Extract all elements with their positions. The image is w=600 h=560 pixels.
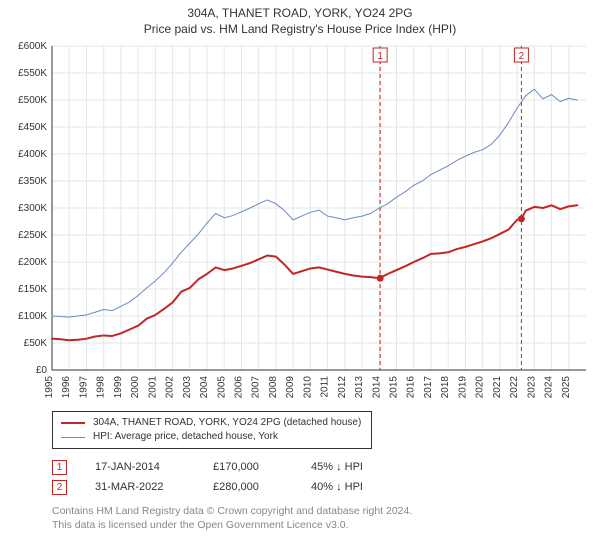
marker-badge-2: 2 [52, 480, 67, 495]
svg-text:£100K: £100K [18, 311, 47, 322]
svg-text:2004: 2004 [199, 376, 210, 399]
svg-text:2017: 2017 [423, 376, 434, 399]
marker-date-1: 17-JAN-2014 [95, 461, 185, 473]
svg-text:2019: 2019 [457, 376, 468, 399]
svg-text:2008: 2008 [268, 376, 279, 399]
svg-text:2: 2 [519, 51, 525, 62]
svg-text:2015: 2015 [389, 376, 400, 399]
marker-pct-2: 40% ↓ HPI [311, 481, 421, 493]
svg-text:£400K: £400K [18, 149, 47, 160]
legend-row-hpi: HPI: Average price, detached house, York [61, 430, 363, 444]
svg-text:2018: 2018 [440, 376, 451, 399]
svg-text:2024: 2024 [544, 376, 555, 399]
svg-text:1999: 1999 [113, 376, 124, 399]
svg-text:1997: 1997 [78, 376, 89, 399]
svg-text:2021: 2021 [492, 376, 503, 399]
svg-text:1995: 1995 [44, 376, 55, 399]
svg-text:2003: 2003 [182, 376, 193, 399]
svg-text:2022: 2022 [509, 376, 520, 399]
svg-text:1996: 1996 [61, 376, 72, 399]
svg-text:£150K: £150K [18, 284, 47, 295]
legend-label-hpi: HPI: Average price, detached house, York [93, 430, 278, 444]
svg-text:2005: 2005 [216, 376, 227, 399]
svg-text:£0: £0 [36, 365, 48, 376]
legend-box: 304A, THANET ROAD, YORK, YO24 2PG (detac… [52, 411, 372, 449]
title-line-2: Price paid vs. HM Land Registry's House … [10, 22, 590, 36]
legend-label-property: 304A, THANET ROAD, YORK, YO24 2PG (detac… [93, 416, 361, 430]
svg-text:£300K: £300K [18, 203, 47, 214]
svg-text:2011: 2011 [320, 376, 331, 398]
svg-text:2000: 2000 [130, 376, 141, 399]
svg-text:2025: 2025 [561, 376, 572, 399]
svg-text:2009: 2009 [285, 376, 296, 399]
marker-price-2: £280,000 [213, 481, 283, 493]
svg-text:£600K: £600K [18, 42, 47, 52]
marker-pct-1: 45% ↓ HPI [311, 461, 421, 473]
legend-swatch-hpi [61, 437, 85, 438]
svg-text:2023: 2023 [526, 376, 537, 399]
chart-titles: 304A, THANET ROAD, YORK, YO24 2PG Price … [0, 0, 600, 38]
markers-table: 1 17-JAN-2014 £170,000 45% ↓ HPI 2 31-MA… [52, 457, 482, 497]
svg-text:2020: 2020 [475, 376, 486, 399]
page-root: 304A, THANET ROAD, YORK, YO24 2PG Price … [0, 0, 600, 560]
svg-text:£200K: £200K [18, 257, 47, 268]
footnote-line-1: Contains HM Land Registry data © Crown c… [52, 504, 572, 518]
marker-row-2: 2 31-MAR-2022 £280,000 40% ↓ HPI [52, 477, 482, 497]
footnote: Contains HM Land Registry data © Crown c… [52, 504, 572, 532]
svg-text:2001: 2001 [147, 376, 158, 399]
svg-text:£500K: £500K [18, 95, 47, 106]
svg-text:2002: 2002 [165, 376, 176, 399]
svg-text:£450K: £450K [18, 122, 47, 133]
marker-badge-1: 1 [52, 460, 67, 475]
svg-text:2016: 2016 [406, 376, 417, 399]
svg-text:2014: 2014 [371, 376, 382, 399]
marker-date-2: 31-MAR-2022 [95, 481, 185, 493]
svg-text:£250K: £250K [18, 230, 47, 241]
svg-text:£550K: £550K [18, 68, 47, 79]
svg-text:2007: 2007 [251, 376, 262, 399]
svg-text:£50K: £50K [24, 338, 48, 349]
svg-text:2010: 2010 [302, 376, 313, 399]
marker-row-1: 1 17-JAN-2014 £170,000 45% ↓ HPI [52, 457, 482, 477]
footnote-line-2: This data is licensed under the Open Gov… [52, 518, 572, 532]
title-line-1: 304A, THANET ROAD, YORK, YO24 2PG [10, 6, 590, 20]
chart-svg: £0 £50K £100K £150K £200K £250K £300K £350K £400… [8, 42, 592, 402]
legend-swatch-property [61, 422, 85, 424]
svg-text:1998: 1998 [96, 376, 107, 399]
legend-row-property: 304A, THANET ROAD, YORK, YO24 2PG (detac… [61, 416, 363, 430]
marker-price-1: £170,000 [213, 461, 283, 473]
svg-text:2006: 2006 [233, 376, 244, 399]
svg-text:1: 1 [377, 51, 383, 62]
chart-container: £0 £50K £100K £150K £200K £250K £300K £350K £400… [8, 42, 592, 402]
svg-text:2012: 2012 [337, 376, 348, 399]
svg-text:£350K: £350K [18, 176, 47, 187]
svg-text:2013: 2013 [354, 376, 365, 399]
